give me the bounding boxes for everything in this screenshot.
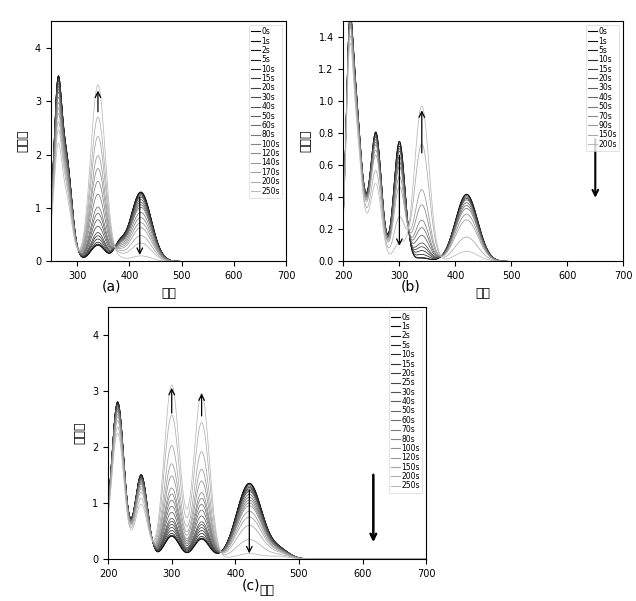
Y-axis label: 吸光度: 吸光度 bbox=[17, 130, 29, 153]
X-axis label: 波长: 波长 bbox=[259, 584, 275, 597]
Legend: 0s, 1s, 5s, 10s, 15s, 20s, 30s, 40s, 50s, 70s, 90s, 150s, 200s: 0s, 1s, 5s, 10s, 15s, 20s, 30s, 40s, 50s… bbox=[586, 25, 619, 151]
Text: (c): (c) bbox=[242, 578, 261, 592]
Y-axis label: 吸光度: 吸光度 bbox=[74, 421, 86, 444]
Text: (b): (b) bbox=[400, 279, 420, 293]
X-axis label: 波长: 波长 bbox=[161, 287, 176, 300]
Legend: 0s, 1s, 2s, 5s, 10s, 15s, 20s, 30s, 40s, 50s, 60s, 80s, 100s, 120s, 140s, 170s, : 0s, 1s, 2s, 5s, 10s, 15s, 20s, 30s, 40s,… bbox=[249, 25, 282, 198]
Legend: 0s, 1s, 2s, 5s, 10s, 15s, 20s, 25s, 30s, 40s, 50s, 60s, 70s, 80s, 100s, 120s, 15: 0s, 1s, 2s, 5s, 10s, 15s, 20s, 25s, 30s,… bbox=[389, 310, 422, 493]
X-axis label: 波长: 波长 bbox=[476, 287, 491, 300]
Y-axis label: 吸光度: 吸光度 bbox=[300, 130, 313, 153]
Text: (a): (a) bbox=[102, 279, 121, 293]
